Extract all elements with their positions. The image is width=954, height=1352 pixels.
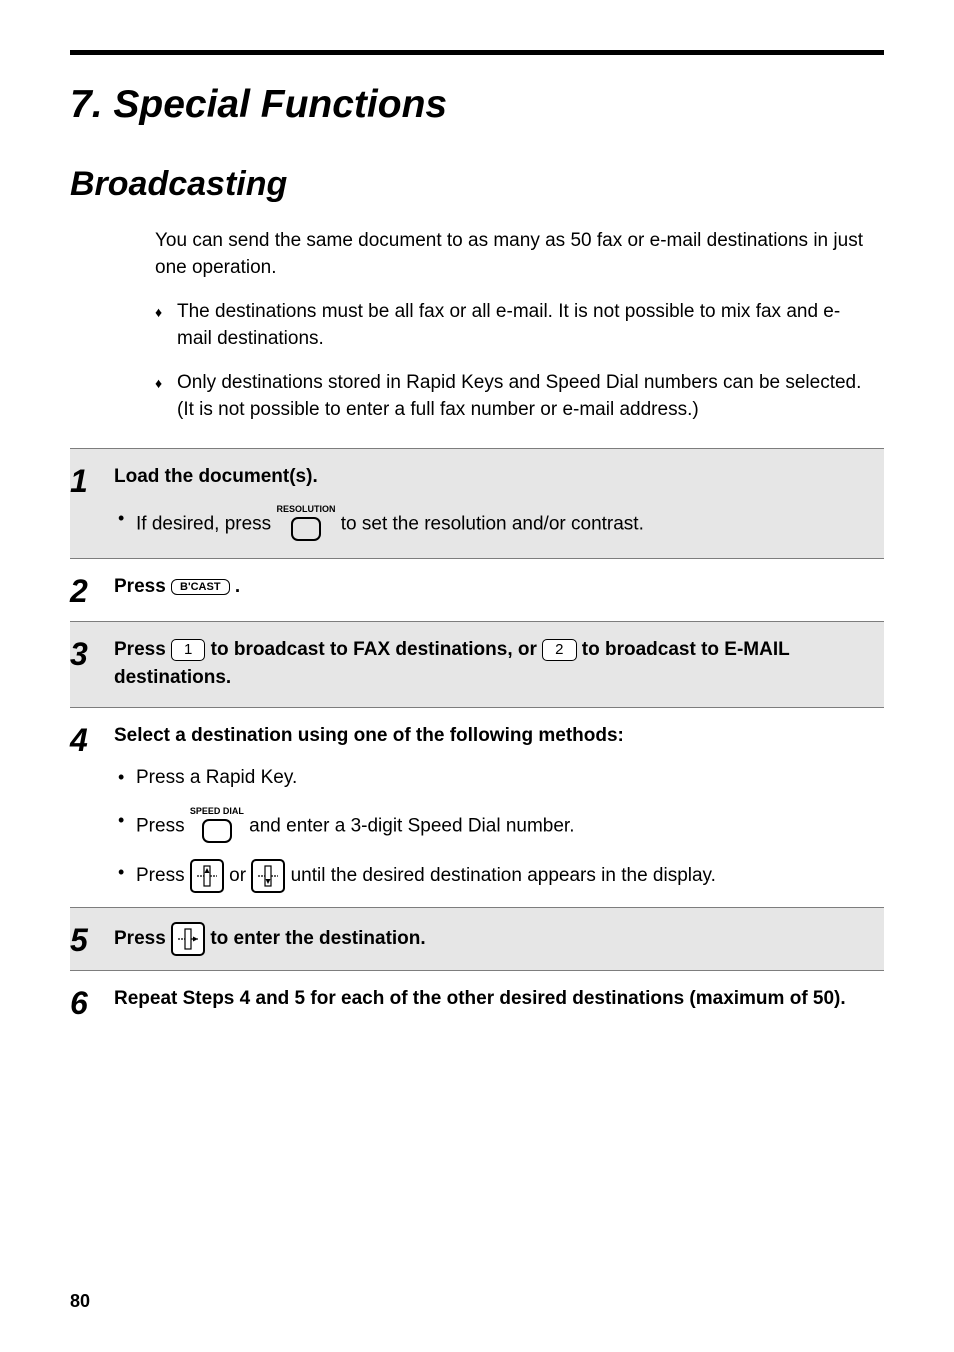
resolution-key-label: RESOLUTION: [276, 505, 335, 514]
step-3: 3 Press 1 to broadcast to FAX destinatio…: [70, 621, 884, 707]
step-number-3: 3: [70, 636, 114, 693]
step-2-post: .: [235, 576, 240, 597]
step-4-b1: Press a Rapid Key.: [114, 764, 884, 793]
step-3-line: Press 1 to broadcast to FAX destinations…: [114, 636, 884, 693]
intro-block: You can send the same document to as man…: [155, 228, 874, 424]
chapter-title: 7. Special Functions: [70, 83, 884, 127]
resolution-key: RESOLUTION: [276, 505, 335, 544]
key-2: 2: [542, 639, 576, 661]
step-5-post: to enter the destination.: [210, 928, 425, 949]
step-4-b3: Press or: [114, 859, 884, 893]
step-body-3: Press 1 to broadcast to FAX destinations…: [114, 636, 884, 693]
step-2-pre: Press: [114, 576, 171, 597]
nav-down-icon: [251, 859, 285, 893]
step-body-5: Press to enter the destination.: [114, 922, 884, 956]
step-number-6: 6: [70, 985, 114, 1019]
step-body-6: Repeat Steps 4 and 5 for each of the oth…: [114, 985, 884, 1019]
step-body-4: Select a destination using one of the fo…: [114, 722, 884, 894]
step-4-b3-pre: Press: [136, 865, 190, 886]
step-1-lead: Load the document(s).: [114, 463, 884, 492]
step-number-1: 1: [70, 463, 114, 544]
intro-paragraph: You can send the same document to as man…: [155, 228, 874, 281]
step-3-pre: Press: [114, 639, 171, 660]
nav-up-icon: [190, 859, 224, 893]
step-1: 1 Load the document(s). If desired, pres…: [70, 448, 884, 558]
step-5: 5 Press to enter the destination.: [70, 907, 884, 970]
speed-dial-key: SPEED DIAL: [190, 807, 244, 846]
step-number-4: 4: [70, 722, 114, 894]
speed-dial-key-label: SPEED DIAL: [190, 807, 244, 816]
key-1: 1: [171, 639, 205, 661]
intro-bullet-2: Only destinations stored in Rapid Keys a…: [155, 370, 874, 423]
resolution-key-icon: [291, 517, 321, 541]
step-6-lead: Repeat Steps 4 and 5 for each of the oth…: [114, 985, 884, 1014]
intro-bullet-1: The destinations must be all fax or all …: [155, 299, 874, 352]
step-body-2: Press B'CAST .: [114, 573, 884, 607]
step-5-line: Press to enter the destination.: [114, 922, 884, 956]
step-number-2: 2: [70, 573, 114, 607]
step-1-sub-post: to set the resolution and/or contrast.: [341, 513, 644, 534]
bcast-key: B'CAST: [171, 579, 230, 595]
step-2-line: Press B'CAST .: [114, 573, 884, 602]
step-1-sub: If desired, press RESOLUTION to set the …: [114, 505, 884, 544]
step-4-b2-post: and enter a 3-digit Speed Dial number.: [249, 815, 574, 836]
step-3-mid: to broadcast to FAX destinations, or: [211, 639, 542, 660]
step-4-b3-post: until the desired destination appears in…: [291, 865, 716, 886]
section-title: Broadcasting: [70, 165, 884, 204]
step-4: 4 Select a destination using one of the …: [70, 707, 884, 908]
nav-right-icon: [171, 922, 205, 956]
top-rule: [70, 50, 884, 55]
steps: 1 Load the document(s). If desired, pres…: [70, 448, 884, 1034]
step-4-b2: Press SPEED DIAL and enter a 3-digit Spe…: [114, 807, 884, 846]
step-1-sub-pre: If desired, press: [136, 513, 276, 534]
step-2: 2 Press B'CAST .: [70, 558, 884, 621]
page: 7. Special Functions Broadcasting You ca…: [0, 0, 954, 1352]
speed-dial-key-icon: [202, 819, 232, 843]
step-6: 6 Repeat Steps 4 and 5 for each of the o…: [70, 970, 884, 1033]
step-4-b2-pre: Press: [136, 815, 190, 836]
page-number: 80: [70, 1291, 90, 1312]
step-4-lead: Select a destination using one of the fo…: [114, 722, 884, 751]
intro-bullet-list: The destinations must be all fax or all …: [155, 299, 874, 423]
step-5-pre: Press: [114, 928, 171, 949]
step-number-5: 5: [70, 922, 114, 956]
step-4-b3-mid: or: [229, 865, 251, 886]
step-body-1: Load the document(s). If desired, press …: [114, 463, 884, 544]
